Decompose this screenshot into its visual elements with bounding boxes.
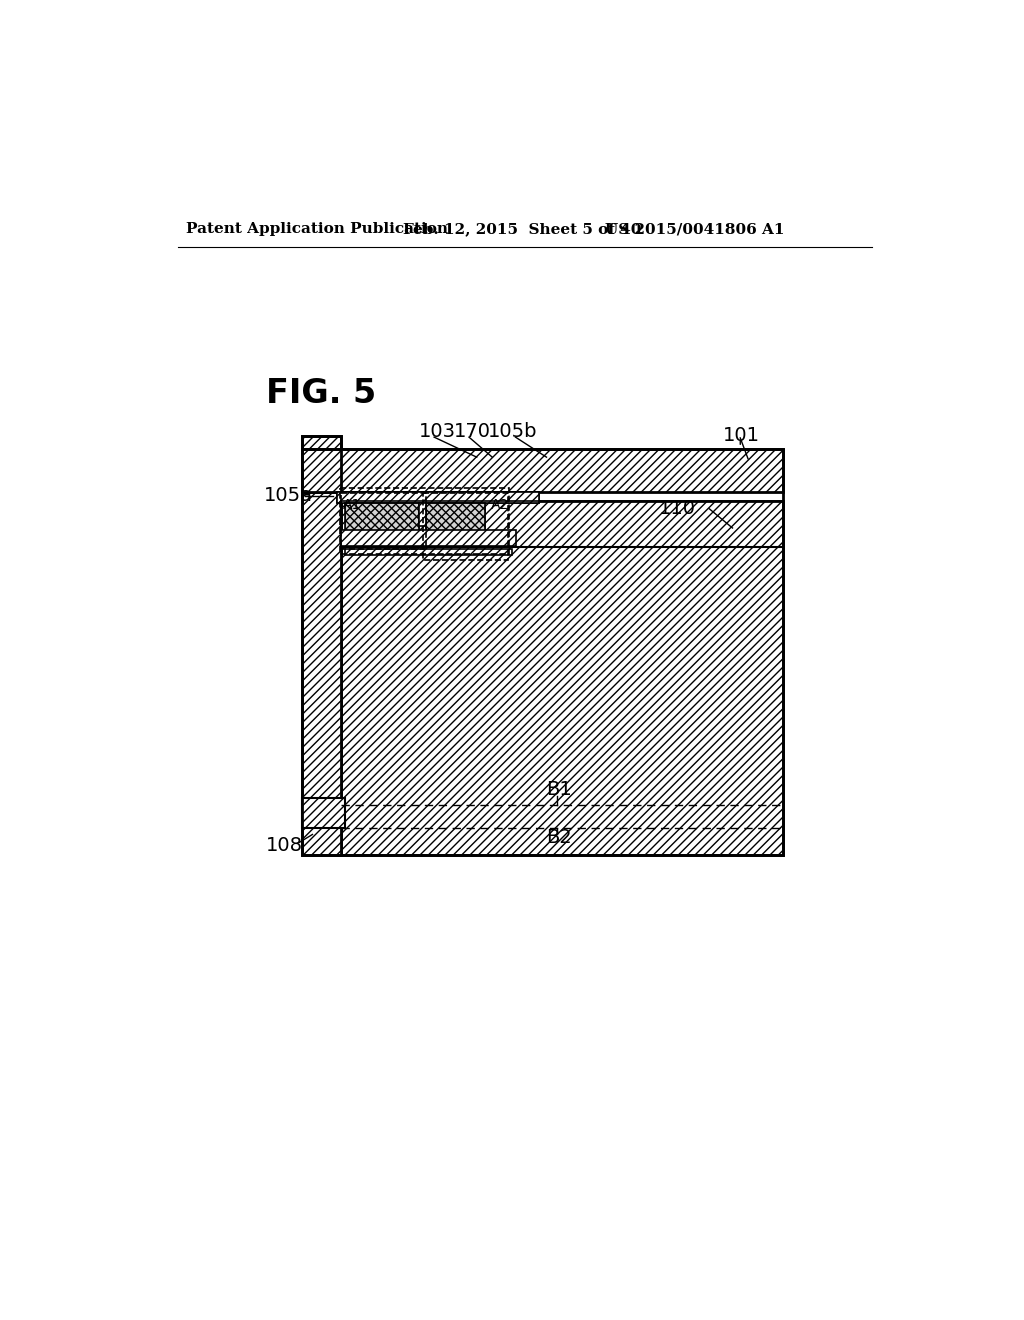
Bar [419, 503, 426, 525]
Text: A1: A1 [343, 498, 361, 512]
Bar [302, 797, 345, 829]
Text: 110: 110 [658, 499, 696, 519]
Text: US 2015/0041806 A1: US 2015/0041806 A1 [604, 222, 784, 236]
Bar [337, 492, 539, 503]
Bar [341, 529, 515, 546]
Text: 108: 108 [266, 836, 303, 855]
Bar [426, 503, 484, 537]
Bar [302, 436, 341, 450]
Text: 103: 103 [419, 422, 456, 441]
Bar [302, 449, 783, 492]
Bar [341, 502, 783, 855]
Text: 101: 101 [723, 426, 760, 445]
Bar [340, 488, 509, 554]
Bar [345, 503, 419, 545]
Bar [302, 492, 341, 855]
Text: 105a: 105a [263, 486, 312, 506]
Text: Feb. 12, 2015  Sheet 5 of 40: Feb. 12, 2015 Sheet 5 of 40 [403, 222, 641, 236]
Text: A2: A2 [490, 498, 509, 512]
Text: B1: B1 [547, 780, 572, 800]
Text: FIG. 5: FIG. 5 [266, 376, 376, 409]
Bar [426, 503, 484, 537]
Bar [345, 549, 512, 554]
Text: B2: B2 [547, 828, 572, 847]
Bar [345, 503, 419, 545]
Text: 170: 170 [454, 422, 490, 441]
Bar [337, 492, 539, 503]
Bar [302, 436, 341, 492]
Bar [341, 494, 426, 549]
Bar [423, 494, 508, 560]
Text: Patent Application Publication: Patent Application Publication [186, 222, 449, 236]
Bar [302, 449, 783, 855]
Text: 105b: 105b [488, 422, 538, 441]
